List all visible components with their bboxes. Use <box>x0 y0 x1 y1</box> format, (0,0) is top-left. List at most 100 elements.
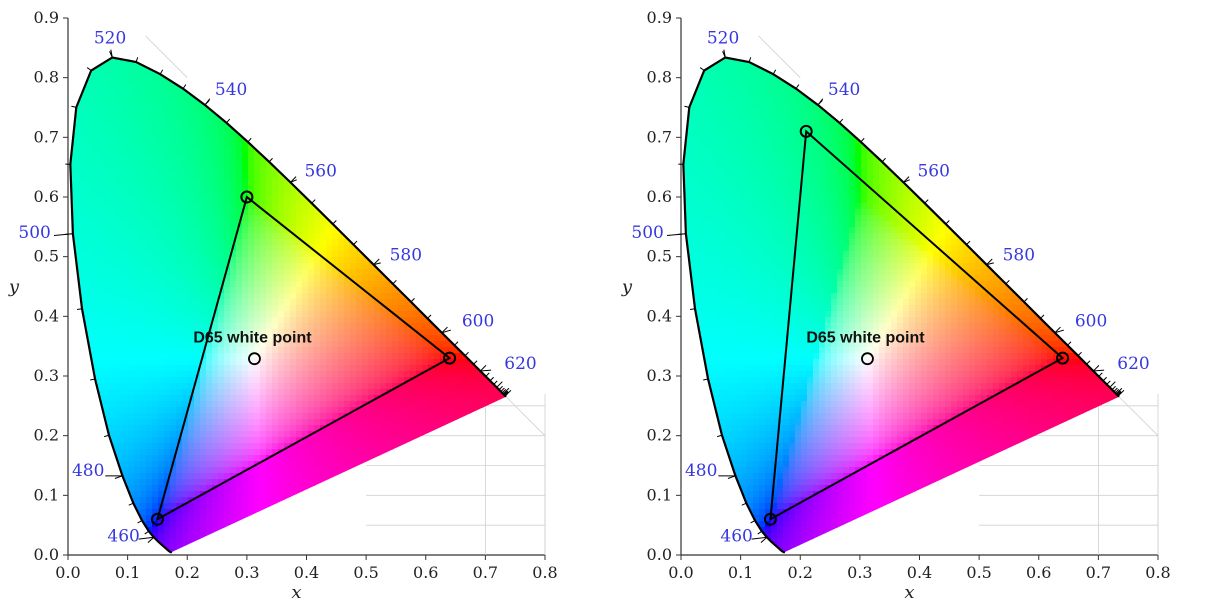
y-tick-label: 0.3 <box>647 366 672 385</box>
wavelength-tick <box>226 119 229 123</box>
y-tick-label: 0.3 <box>34 366 59 385</box>
wavelength-tick <box>1006 280 1010 284</box>
wavelength-label-500: 500 <box>631 223 663 243</box>
y-tick-label: 0.6 <box>34 187 59 206</box>
wavelength-label-580: 580 <box>1003 246 1035 266</box>
y-tick-label: 0.8 <box>647 68 672 87</box>
wavelength-tick <box>411 298 415 302</box>
y-tick-label: 0.9 <box>647 8 672 27</box>
y-tick-label: 0.4 <box>647 306 672 325</box>
wavelength-tick <box>1024 298 1028 302</box>
wavelength-tick <box>87 68 91 71</box>
wavelength-label-500: 500 <box>18 223 50 243</box>
wavelength-tick <box>138 521 142 523</box>
wavelength-tick <box>1078 352 1082 356</box>
wavelength-label-480: 480 <box>685 461 717 481</box>
x-tick-label: 0.3 <box>847 563 872 582</box>
y-tick-label: 0.7 <box>647 127 672 146</box>
wavelength-tick <box>773 70 775 74</box>
wavelength-tick <box>758 531 762 534</box>
wavelength-tick <box>312 200 316 204</box>
wavelength-label-620: 620 <box>1117 354 1149 374</box>
wavelength-tick <box>486 373 490 377</box>
wavelength-leader <box>54 234 73 236</box>
wavelength-label-560: 560 <box>917 161 949 181</box>
wavelength-tick <box>1099 373 1103 377</box>
x-tick-label: 0.0 <box>55 563 80 582</box>
wavelength-label-540: 540 <box>215 80 247 100</box>
chromaticity-color-fill <box>681 53 1126 558</box>
white-point-label: D65 white point <box>806 330 925 347</box>
wavelength-leader <box>480 370 491 371</box>
x-tick-label: 0.0 <box>668 563 693 582</box>
wavelength-tick <box>882 158 885 162</box>
wavelength-label-620: 620 <box>504 354 536 374</box>
wavelength-tick <box>269 158 272 162</box>
y-tick-label: 0.5 <box>34 247 59 266</box>
wavelength-tick <box>1087 361 1091 365</box>
wavelength-label-520: 520 <box>94 28 126 48</box>
wavelength-tick <box>499 386 503 390</box>
x-axis-title: x <box>904 582 914 603</box>
wavelength-tick <box>494 381 498 385</box>
wavelength-tick <box>1110 382 1116 388</box>
chromaticity-color-fill <box>68 53 513 558</box>
wavelength-tick <box>751 521 755 523</box>
wavelength-tick <box>145 531 149 534</box>
y-tick-label: 0.8 <box>34 68 59 87</box>
wavelength-tick <box>160 70 162 74</box>
wavelength-label-520: 520 <box>707 28 739 48</box>
wavelength-leader <box>205 100 210 105</box>
wavelength-label-560: 560 <box>304 161 336 181</box>
wavelength-tick <box>925 200 929 204</box>
wavelength-label-460: 460 <box>720 526 752 546</box>
x-tick-label: 0.5 <box>966 563 991 582</box>
x-tick-label: 0.7 <box>473 563 498 582</box>
wavelength-tick <box>393 280 397 284</box>
x-tick-label: 0.5 <box>353 563 378 582</box>
x-tick-label: 0.4 <box>294 563 319 582</box>
y-tick-label: 0.7 <box>34 127 59 146</box>
y-tick-label: 0.0 <box>647 545 672 564</box>
grid-line-diag <box>1119 397 1158 436</box>
wavelength-label-600: 600 <box>1075 312 1107 332</box>
wavelength-tick <box>1067 342 1071 346</box>
wavelength-tick <box>183 85 186 89</box>
y-tick-label: 0.4 <box>34 306 59 325</box>
wavelength-label-540: 540 <box>828 80 860 100</box>
grid-line-diag <box>506 397 545 436</box>
x-axis-title: x <box>291 582 301 603</box>
wavelength-tick <box>946 220 950 224</box>
y-tick-label: 0.1 <box>34 485 59 504</box>
y-tick-label: 0.1 <box>647 485 672 504</box>
y-tick-label: 0.2 <box>647 426 672 445</box>
y-tick-label: 0.0 <box>34 545 59 564</box>
wavelength-leader <box>1093 370 1104 371</box>
y-tick-label: 0.9 <box>34 8 59 27</box>
wavelength-leader <box>667 234 686 236</box>
y-tick-label: 0.6 <box>647 187 672 206</box>
x-tick-label: 0.8 <box>532 563 557 582</box>
wavelength-tick <box>1107 381 1111 385</box>
wavelength-label-580: 580 <box>390 246 422 266</box>
wavelength-tick <box>1103 377 1107 381</box>
x-tick-label: 0.2 <box>175 563 200 582</box>
wavelength-tick <box>839 119 842 123</box>
x-tick-label: 0.6 <box>413 563 438 582</box>
wavelength-label-460: 460 <box>107 526 139 546</box>
wavelength-label-600: 600 <box>462 312 494 332</box>
y-axis-title: y <box>8 277 20 298</box>
wavelength-tick <box>454 342 458 346</box>
wavelength-tick <box>248 138 251 142</box>
wavelength-tick <box>427 315 431 319</box>
x-tick-label: 0.1 <box>115 563 140 582</box>
wavelength-tick <box>796 85 799 89</box>
white-point-label: D65 white point <box>193 330 312 347</box>
wavelength-tick <box>474 361 478 365</box>
wavelength-leader <box>818 100 823 105</box>
y-tick-label: 0.2 <box>34 426 59 445</box>
